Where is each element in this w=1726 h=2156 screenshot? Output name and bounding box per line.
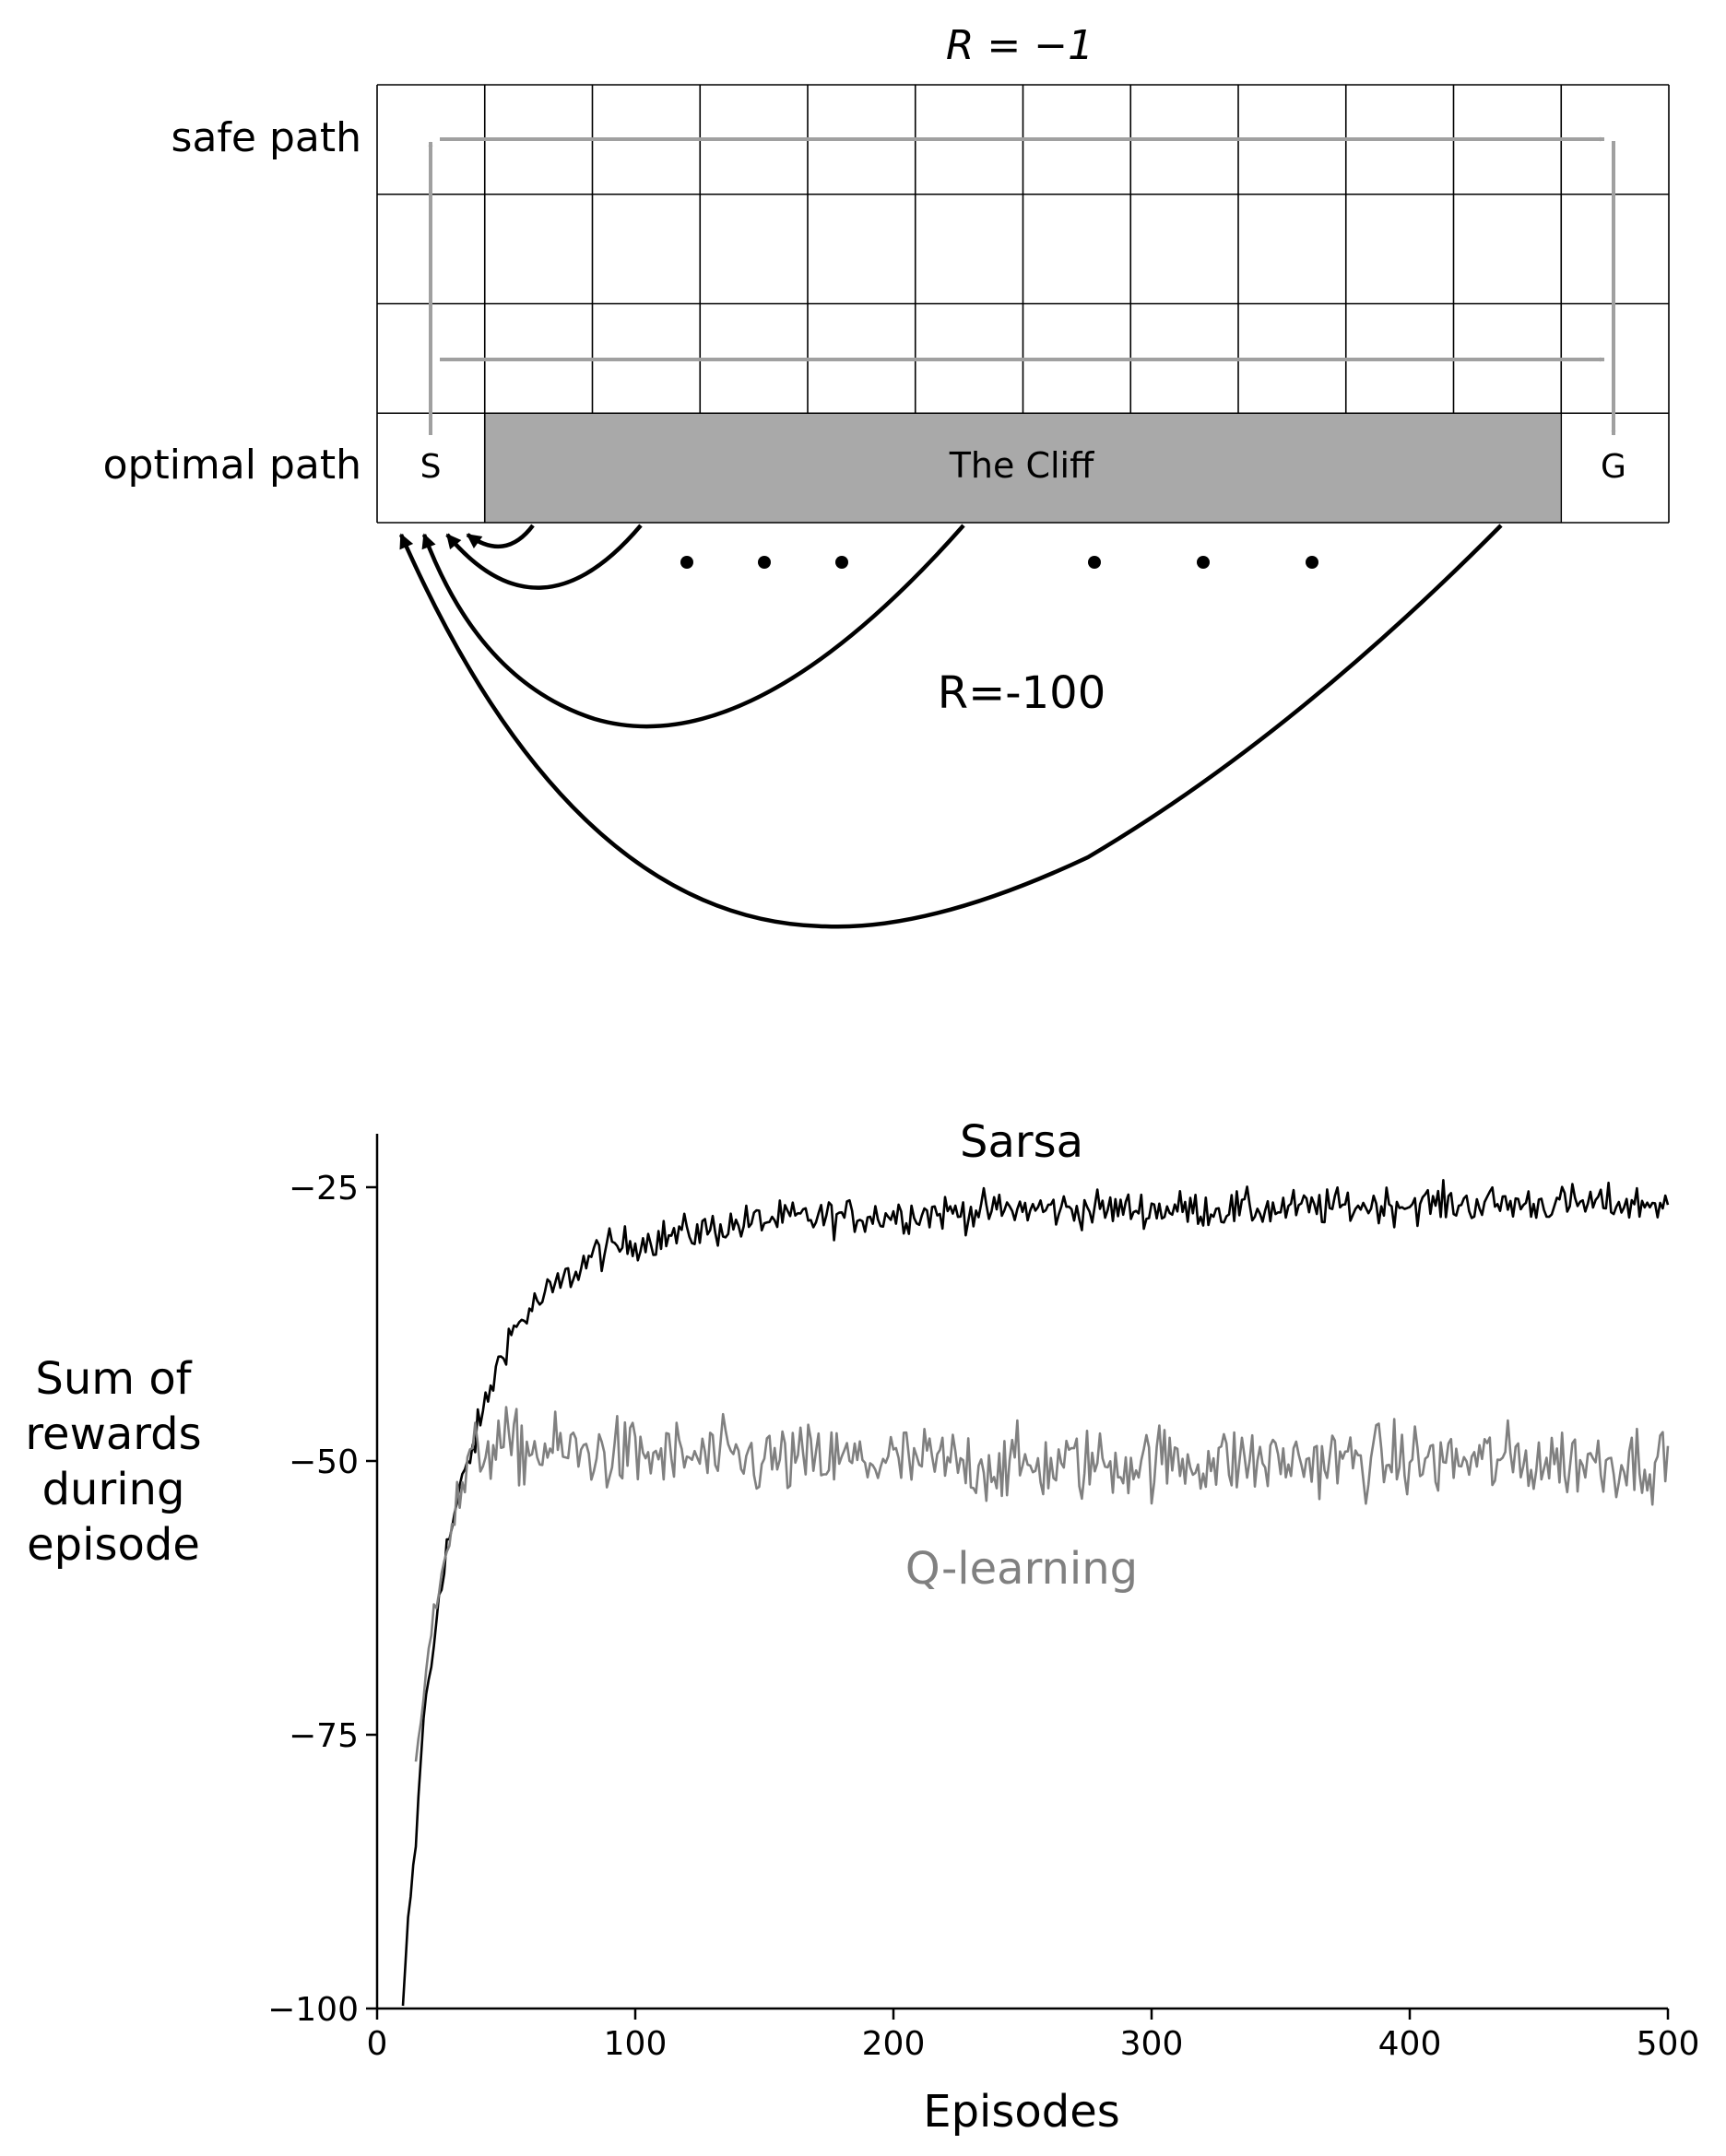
dot <box>835 556 848 569</box>
x-axis-label: Episodes <box>923 2086 1120 2138</box>
gridworld-panel: R = −1 safe path optimal path S The Clif… <box>103 22 1670 929</box>
x-tick-label: 0 <box>367 2025 388 2063</box>
cliff-arc-2 <box>445 524 643 590</box>
y-tick-label: −75 <box>289 1717 359 1755</box>
x-ticks: 0 100 200 300 400 500 <box>367 2009 1700 2063</box>
chart-title: Sarsa <box>960 1116 1083 1168</box>
y-axis-label-line: during <box>42 1464 185 1515</box>
series-line-sarsa <box>401 1179 1670 2007</box>
x-tick-label: 100 <box>604 2025 668 2063</box>
dot <box>758 556 771 569</box>
reward-title: R = −1 <box>946 22 1094 69</box>
y-axis-label-line: rewards <box>25 1408 201 1460</box>
q-learning-annotation: Q-learning <box>905 1543 1138 1595</box>
x-tick-label: 500 <box>1637 2025 1700 2063</box>
dot <box>1306 556 1318 569</box>
series-line-q-learning <box>414 1406 1670 1762</box>
cliff-label: The Cliff <box>949 445 1094 486</box>
safe-path-arrows <box>428 136 1616 436</box>
dot <box>680 556 693 569</box>
start-cell-label: S <box>420 448 442 486</box>
x-tick-label: 200 <box>862 2025 926 2063</box>
y-axis-label-line: Sum of <box>35 1353 192 1405</box>
cliff-arc-1 <box>466 524 535 549</box>
optimal-path-label: optimal path <box>103 442 361 489</box>
y-axis-label: Sum of rewards during episode <box>25 1353 201 1571</box>
y-tick-label: −100 <box>267 1991 359 2029</box>
x-tick-label: 300 <box>1120 2025 1184 2063</box>
x-tick-label: 400 <box>1378 2025 1442 2063</box>
cliff-reward-label: R=-100 <box>938 667 1106 719</box>
y-ticks: −100 −75 −50 −25 <box>267 1170 377 2029</box>
ellipsis-dots <box>680 556 1318 569</box>
chart-panel: Sarsa Sum of rewards during episode Epis… <box>25 1116 1699 2138</box>
goal-cell-label: G <box>1601 448 1626 486</box>
y-tick-label: −50 <box>289 1443 359 1481</box>
dot <box>1088 556 1101 569</box>
plot-lines <box>401 1179 1670 2007</box>
dot <box>1197 556 1210 569</box>
cliff-arc-3 <box>421 524 965 729</box>
cliff-arc-4 <box>398 524 1503 929</box>
cliff-fall-arcs <box>398 524 1503 929</box>
cliff-region <box>484 413 1560 523</box>
y-tick-label: −25 <box>289 1170 359 1208</box>
safe-path-label: safe path <box>171 114 361 161</box>
y-axis-label-line: episode <box>27 1519 200 1571</box>
